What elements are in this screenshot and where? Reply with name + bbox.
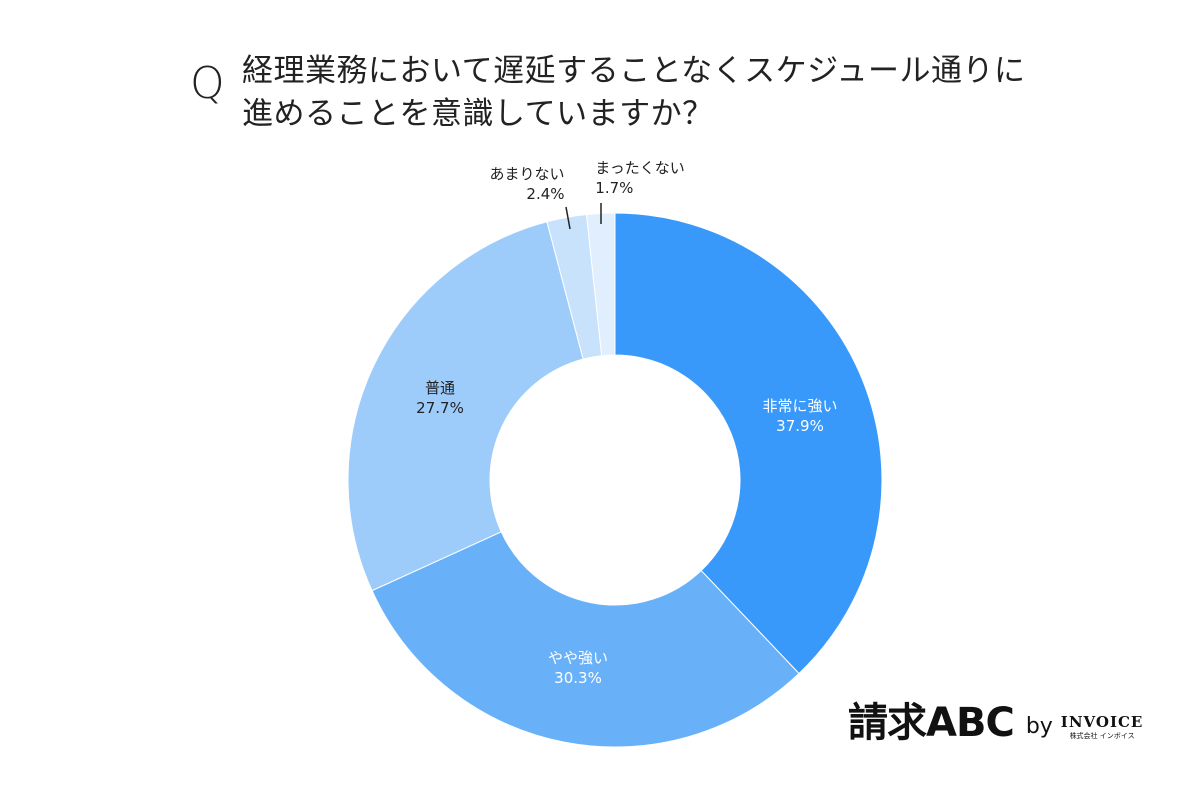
label-value: 37.9% bbox=[776, 417, 824, 435]
label-not-at-all: まったくない 1.7% bbox=[595, 158, 684, 198]
slice-somewhat-strong bbox=[371, 531, 800, 748]
logo-invoice: INVOICE bbox=[1060, 713, 1144, 731]
slice-not-at-all bbox=[585, 212, 616, 357]
logo-seikyu-abc: 請求ABC bbox=[848, 700, 1015, 746]
label-value: 27.7% bbox=[416, 399, 464, 417]
label-name: 普通 bbox=[424, 379, 455, 397]
slice-very-strong bbox=[614, 212, 883, 675]
slice-neutral bbox=[347, 221, 584, 592]
question-title: 経理業務において遅延することなくスケジュール通りに 進めることを意識していますか… bbox=[242, 50, 1025, 136]
label-value: 1.7% bbox=[595, 179, 634, 197]
label-value: 2.4% bbox=[526, 185, 565, 203]
label-value: 30.3% bbox=[554, 669, 602, 687]
question-line-1: 経理業務において遅延することなくスケジュール通りに bbox=[242, 53, 1026, 89]
label-name: 非常に強い bbox=[762, 397, 838, 415]
label-name: やや強い bbox=[547, 649, 609, 667]
question-line-2: 進めることを意識していますか？ bbox=[242, 96, 714, 132]
leader-line-not-much bbox=[565, 206, 571, 230]
label-very-strong: 非常に強い 37.9% bbox=[762, 396, 837, 436]
label-not-much: あまりない 2.4% bbox=[489, 164, 564, 204]
question-marker: Q bbox=[190, 58, 225, 109]
logo-company: INVOICE 株式会社 インボイス bbox=[1061, 713, 1144, 741]
logo-company-sub: 株式会社 インボイス bbox=[1069, 732, 1135, 740]
label-name: あまりない bbox=[489, 165, 565, 183]
label-somewhat-strong: やや強い 30.3% bbox=[548, 648, 608, 688]
brand-logo: 請求ABC by INVOICE 株式会社 インボイス bbox=[848, 703, 1143, 743]
logo-by: by bbox=[1025, 714, 1053, 739]
label-neutral: 普通 27.7% bbox=[416, 378, 464, 418]
label-name: まったくない bbox=[595, 159, 685, 177]
